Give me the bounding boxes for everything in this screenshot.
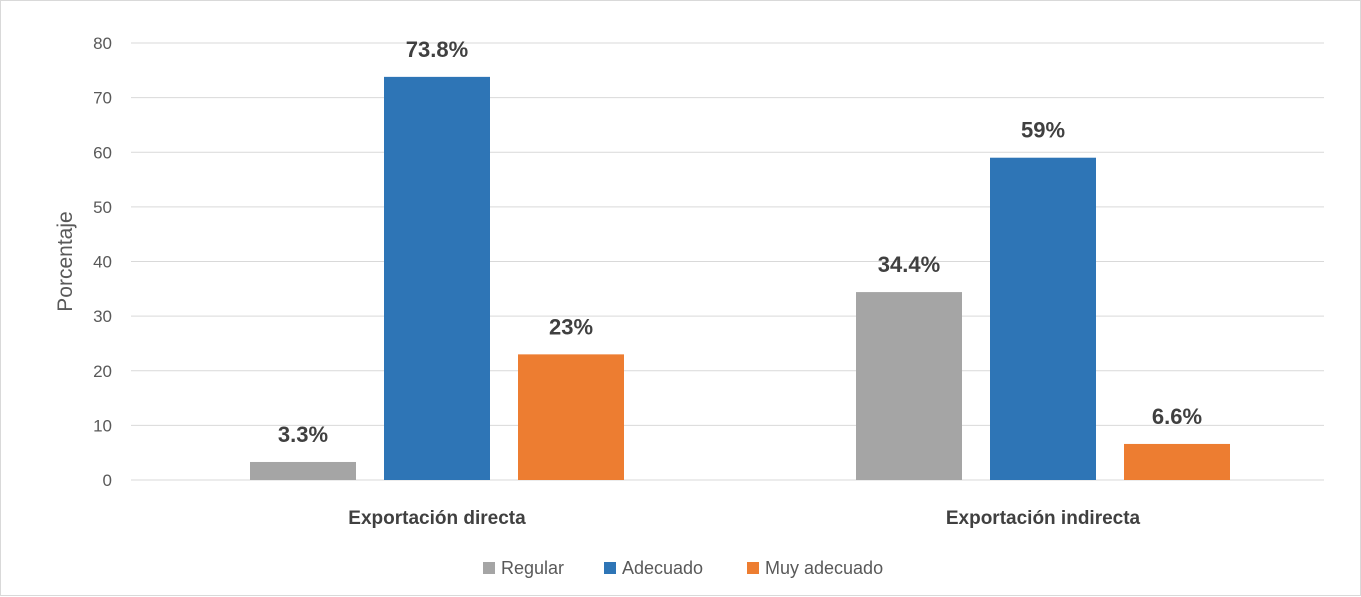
bar <box>990 157 1096 480</box>
y-tick-label: 80 <box>93 34 112 53</box>
data-label: 3.3% <box>278 422 328 447</box>
y-tick-label: 30 <box>93 307 112 326</box>
bar <box>250 461 356 480</box>
data-label: 34.4% <box>878 252 940 277</box>
legend-swatch <box>747 562 759 574</box>
x-category-label: Exportación indirecta <box>946 508 1141 529</box>
legend-label: Regular <box>501 558 564 578</box>
y-tick-label: 60 <box>93 143 112 162</box>
legend-swatch <box>604 562 616 574</box>
y-tick-label: 40 <box>93 253 112 272</box>
data-label: 23% <box>549 314 593 339</box>
data-label: 73.8% <box>406 37 468 62</box>
y-tick-label: 50 <box>93 198 112 217</box>
x-category-label: Exportación directa <box>348 508 526 529</box>
bar <box>384 76 490 481</box>
y-axis-label: Porcentaje <box>54 211 77 311</box>
bar <box>856 292 962 480</box>
bar <box>1124 443 1230 480</box>
data-label: 6.6% <box>1152 404 1202 429</box>
y-tick-label: 20 <box>93 362 112 381</box>
legend-label: Muy adecuado <box>765 558 883 578</box>
y-tick-label: 10 <box>93 416 112 435</box>
y-tick-label: 70 <box>93 89 112 108</box>
legend-swatch <box>483 562 495 574</box>
bar <box>518 354 624 480</box>
data-label: 59% <box>1021 118 1065 143</box>
legend-label: Adecuado <box>622 558 703 578</box>
y-tick-label: 0 <box>103 471 112 490</box>
